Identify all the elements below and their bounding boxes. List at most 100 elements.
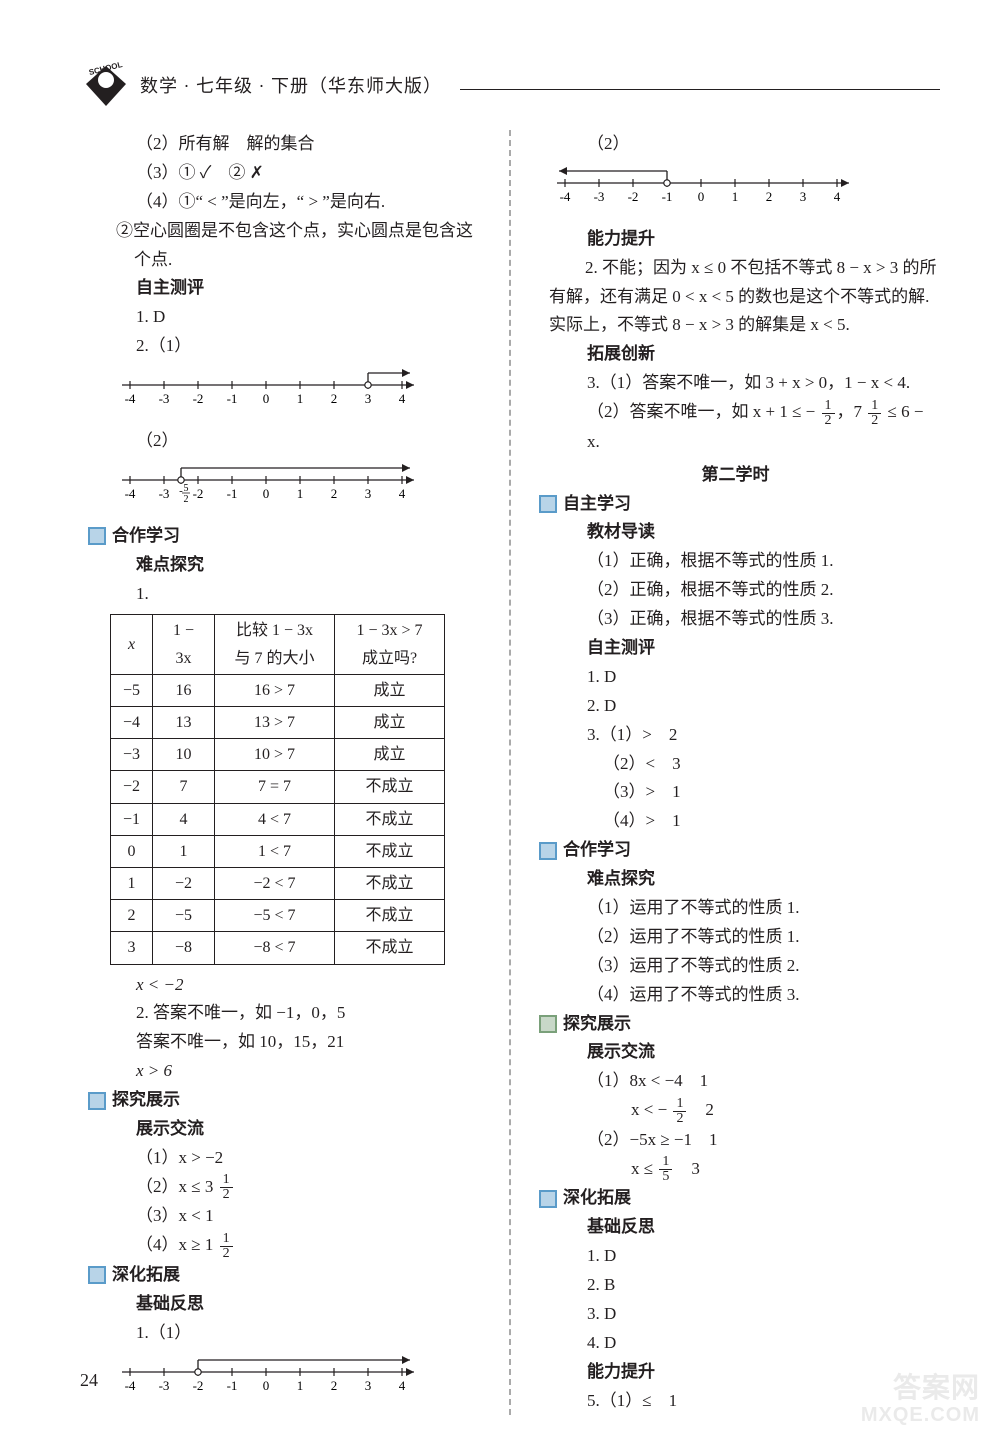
text-line: x < −2 bbox=[80, 971, 489, 1000]
svg-text:4: 4 bbox=[399, 391, 406, 406]
school-logo-icon: SCHOOL bbox=[80, 60, 132, 112]
text-line: （2）x ≤ 3 12 bbox=[80, 1173, 489, 1203]
text-line: ②空心圆圈是不包含这个点，实心圆点是包含这个点. bbox=[80, 217, 489, 275]
subheading: 自主测评 bbox=[80, 274, 489, 303]
subheading: 拓展创新 bbox=[531, 340, 940, 369]
svg-text:2: 2 bbox=[184, 494, 189, 505]
text-line: 答案不唯一，如 10，15，21 bbox=[80, 1028, 489, 1057]
text-line: 2. 答案不唯一，如 −1，0，5 bbox=[80, 999, 489, 1028]
header-rule bbox=[460, 89, 940, 90]
text-line: （4）运用了不等式的性质 3. bbox=[531, 981, 940, 1010]
section-label: 深化拓展 bbox=[563, 1184, 631, 1213]
text-span: x < − bbox=[631, 1100, 671, 1119]
section-heading-tanjiu: 探究展示 bbox=[80, 1086, 489, 1115]
text-line: 1. bbox=[80, 580, 489, 609]
svg-text:-4: -4 bbox=[560, 189, 571, 204]
subheading: 自主测评 bbox=[531, 634, 940, 663]
svg-text:-3: -3 bbox=[159, 486, 170, 501]
text-span: x ≤ bbox=[631, 1159, 657, 1178]
section-label: 合作学习 bbox=[563, 836, 631, 865]
right-column: （2） -4-3-2-101234 能力提升 2. 不能；因为 x ≤ 0 不包… bbox=[531, 130, 940, 1415]
text-span: 2 bbox=[688, 1100, 714, 1119]
text-span: 3 bbox=[674, 1159, 700, 1178]
text-line: （2） bbox=[80, 427, 489, 456]
square-icon bbox=[539, 1190, 557, 1208]
watermark-line2: MXQE.COM bbox=[861, 1404, 980, 1426]
text-line: （2）< 3 bbox=[531, 750, 940, 779]
svg-text:3: 3 bbox=[365, 391, 372, 406]
svg-text:2: 2 bbox=[766, 189, 773, 204]
section-label: 自主学习 bbox=[563, 490, 631, 519]
text-line: 2. B bbox=[531, 1271, 940, 1300]
svg-text:1: 1 bbox=[732, 189, 739, 204]
subheading: 展示交流 bbox=[531, 1038, 940, 1067]
text-span: （2）x ≤ 3 bbox=[136, 1177, 218, 1196]
subheading: 展示交流 bbox=[80, 1115, 489, 1144]
text-line: （1）x > −2 bbox=[80, 1144, 489, 1173]
subheading: 基础反思 bbox=[531, 1213, 940, 1242]
svg-text:-3: -3 bbox=[159, 1378, 170, 1390]
svg-text:2: 2 bbox=[331, 486, 338, 501]
text-line: （4）x ≥ 1 12 bbox=[80, 1231, 489, 1261]
text-line: （1）8x < −4 1 bbox=[531, 1067, 940, 1096]
svg-text:3: 3 bbox=[365, 1378, 372, 1390]
section-label: 探究展示 bbox=[563, 1010, 631, 1039]
svg-text:5: 5 bbox=[184, 483, 189, 494]
section-heading-hezuo2: 合作学习 bbox=[531, 836, 940, 865]
text-line: （2） bbox=[531, 130, 940, 159]
column-divider bbox=[509, 130, 511, 1415]
svg-text:3: 3 bbox=[365, 486, 372, 501]
fraction: 15 bbox=[659, 1155, 672, 1184]
number-line-4: -4-3-2-101234 bbox=[551, 165, 940, 221]
text-line: 1. D bbox=[531, 663, 940, 692]
watermark: 答案网 MXQE.COM bbox=[861, 1373, 980, 1426]
section-heading-hezuo: 合作学习 bbox=[80, 522, 489, 551]
text-line: 3.（1）答案不唯一，如 3 + x > 0，1 − x < 4. bbox=[531, 369, 940, 398]
svg-text:-4: -4 bbox=[125, 1378, 136, 1390]
subheading: 基础反思 bbox=[80, 1290, 489, 1319]
text-line: （3）x < 1 bbox=[80, 1202, 489, 1231]
fraction: 12 bbox=[868, 399, 881, 428]
text-line: （4）①“ < ”是向左，“ > ”是向右. bbox=[80, 188, 489, 217]
svg-text:4: 4 bbox=[834, 189, 841, 204]
svg-text:-3: -3 bbox=[594, 189, 605, 204]
text-line: 1. D bbox=[80, 303, 489, 332]
svg-text:-2: -2 bbox=[193, 1378, 204, 1390]
text-line: （2）−5x ≥ −1 1 bbox=[531, 1126, 940, 1155]
subheading: 教材导读 bbox=[531, 518, 940, 547]
svg-text:0: 0 bbox=[263, 391, 270, 406]
svg-text:0: 0 bbox=[263, 1378, 270, 1390]
page-number: 24 bbox=[80, 1365, 98, 1396]
square-icon bbox=[539, 495, 557, 513]
svg-text:0: 0 bbox=[263, 486, 270, 501]
svg-text:0: 0 bbox=[698, 189, 705, 204]
section-heading-shenhua: 深化拓展 bbox=[80, 1261, 489, 1290]
watermark-line1: 答案网 bbox=[893, 1372, 980, 1403]
text-line: x ≤ 15 3 bbox=[531, 1155, 940, 1185]
subheading: 难点探究 bbox=[80, 551, 489, 580]
section-label: 深化拓展 bbox=[112, 1261, 180, 1290]
page-header: SCHOOL 数学 · 七年级 · 下册（华东师大版） bbox=[80, 60, 940, 112]
svg-text:1: 1 bbox=[297, 1378, 304, 1390]
text-line: （3）① ✓ ② ✗ bbox=[80, 159, 489, 188]
left-column: （2）所有解 解的集合 （3）① ✓ ② ✗ （4）①“ < ”是向左，“ > … bbox=[80, 130, 489, 1415]
svg-text:1: 1 bbox=[297, 391, 304, 406]
section-label: 合作学习 bbox=[112, 522, 180, 551]
text-line: 1.（1） bbox=[80, 1319, 489, 1348]
text-span: （4）x ≥ 1 bbox=[136, 1235, 218, 1254]
period-title: 第二学时 bbox=[531, 461, 940, 490]
subheading: 能力提升 bbox=[531, 225, 940, 254]
section-heading-zizhu: 自主学习 bbox=[531, 490, 940, 519]
svg-text:3: 3 bbox=[800, 189, 807, 204]
text-line: 4. D bbox=[531, 1329, 940, 1358]
square-icon bbox=[88, 527, 106, 545]
book-title: 数学 · 七年级 · 下册（华东师大版） bbox=[140, 71, 442, 102]
text-line: 3. D bbox=[531, 1300, 940, 1329]
section-heading-tanjiu2: 探究展示 bbox=[531, 1010, 940, 1039]
fraction: 12 bbox=[822, 399, 835, 428]
text-line: x < − 12 2 bbox=[531, 1096, 940, 1126]
svg-text:-1: -1 bbox=[227, 391, 238, 406]
number-line-2: -4-3-52-2-101234 bbox=[116, 462, 489, 518]
subheading: 难点探究 bbox=[531, 865, 940, 894]
text-paragraph: 2. 不能；因为 x ≤ 0 不包括不等式 8 − x > 3 的所有解，还有满… bbox=[531, 254, 940, 341]
